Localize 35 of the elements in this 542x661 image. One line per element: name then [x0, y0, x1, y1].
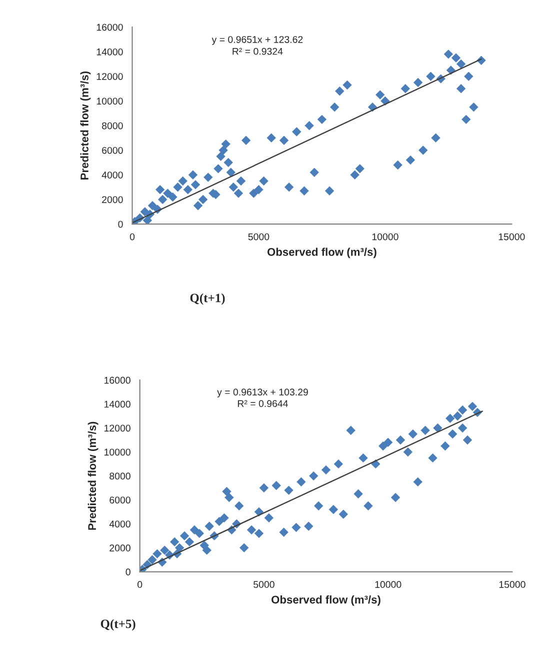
annotation: y = 0.9651x + 123.62: [212, 36, 303, 45]
y-tick-label: 14000: [104, 400, 130, 408]
y-tick-label: 8000: [102, 122, 123, 130]
annotation: R² = 0.9644: [238, 400, 288, 408]
text: Q(t+1): [190, 293, 225, 305]
y-tick-label: 8000: [110, 472, 130, 480]
y-tick-label: 16000: [96, 24, 123, 31]
annotation: y = 0.9613x + 103.29: [217, 388, 308, 398]
y-tick-label: 10000: [96, 98, 123, 105]
y-tick-label: 4000: [109, 520, 130, 528]
y-tick-label: 2000: [110, 544, 130, 552]
x-tick-label: 10000: [375, 581, 402, 588]
y-tick-label: 2000: [102, 196, 123, 204]
x-axis-title: Observed flow (m³/s): [267, 248, 376, 258]
x-tick-label: 5000: [254, 581, 274, 588]
y-tick-label: 6000: [102, 146, 123, 154]
y-tick-label: 0: [126, 568, 130, 576]
y-tick-label: 12000: [104, 424, 130, 432]
y-tick-label: 10000: [104, 448, 130, 456]
x-tick-label: 10000: [372, 233, 398, 240]
y-axis-title: Predicted flow (m³/s): [88, 422, 98, 530]
y-axis-title: Predicted flow (m³/s): [80, 72, 91, 180]
x-tick-label: 15000: [499, 581, 526, 588]
x-tick-label: 15000: [498, 233, 525, 240]
x-tick-label: 0: [138, 581, 142, 588]
annotation: R² = 0.9324: [232, 48, 283, 55]
y-tick-label: 6000: [110, 496, 130, 504]
y-tick-label: 16000: [104, 376, 130, 384]
x-tick-label: 5000: [248, 233, 270, 240]
y-tick-label: 14000: [96, 48, 123, 56]
y-tick-label: 4000: [102, 172, 123, 178]
y-tick-label: 0: [118, 220, 123, 228]
text: Q(t+5): [100, 619, 136, 631]
y-tick-label: 12000: [96, 73, 123, 80]
x-axis-title: Observed flow (m³/s): [272, 595, 380, 606]
